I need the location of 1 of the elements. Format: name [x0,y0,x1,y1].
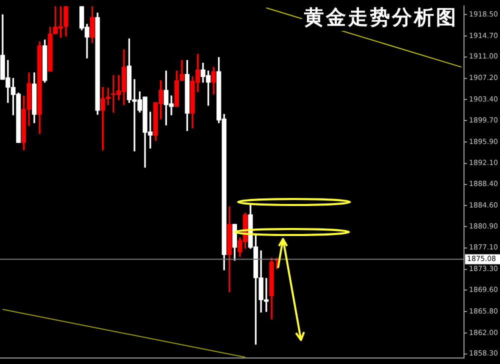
chart-title: 黄金走势分析图 [302,4,460,31]
